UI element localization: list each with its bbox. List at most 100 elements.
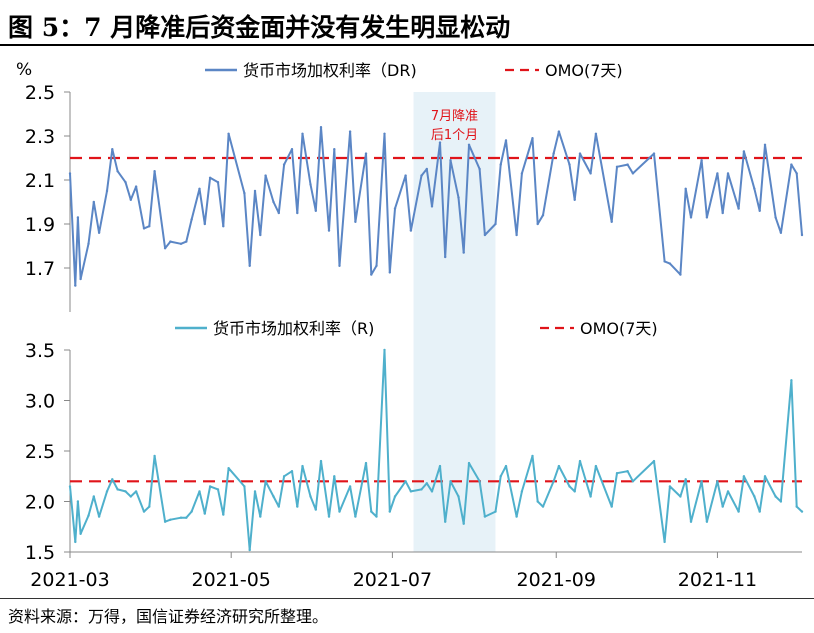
r-point <box>142 510 146 513</box>
r-point <box>277 505 280 508</box>
dr-point <box>536 222 539 226</box>
r-point <box>404 480 407 483</box>
r-point <box>227 467 230 470</box>
r-point <box>721 505 724 508</box>
r-point <box>74 540 77 544</box>
r-legend-label: 货币市场加权利率（R) <box>213 319 374 338</box>
dr-point <box>742 150 746 153</box>
r-point <box>668 485 672 488</box>
bottom-y-tick-label: 3.0 <box>25 391 55 413</box>
bottom-omo-legend-label: OMO(7天) <box>580 319 658 338</box>
r-point <box>758 510 761 513</box>
r-point <box>504 464 508 468</box>
r-point <box>716 480 719 483</box>
dr-point <box>499 163 502 166</box>
dr-point <box>494 222 497 226</box>
r-point <box>272 495 275 498</box>
dr-point <box>129 198 132 201</box>
dr-point <box>253 189 257 193</box>
dr-point <box>668 262 672 265</box>
r-point <box>742 475 746 478</box>
r-point <box>610 505 613 508</box>
r-point <box>370 510 373 513</box>
r-point <box>327 515 331 518</box>
r-point <box>208 485 212 488</box>
top-y-tick-label: 1.9 <box>25 214 55 236</box>
r-point <box>800 510 804 513</box>
dr-point <box>684 187 687 190</box>
dr-point <box>444 255 447 259</box>
r-point <box>338 510 341 513</box>
r-point <box>536 500 539 503</box>
dr-point <box>737 207 740 210</box>
r-point <box>615 472 619 475</box>
r-point <box>420 488 423 491</box>
r-point <box>531 454 534 458</box>
r-point <box>589 495 592 498</box>
r-point <box>243 485 246 488</box>
r-point <box>737 510 740 513</box>
dr-point <box>203 222 206 226</box>
dr-point <box>467 143 471 146</box>
dr-point <box>478 167 481 171</box>
dr-point <box>116 170 119 173</box>
r-point <box>467 461 471 465</box>
r-point <box>111 478 114 481</box>
dr-point <box>790 163 793 166</box>
dr-point <box>111 148 114 151</box>
r-point <box>319 459 323 463</box>
dr-point <box>552 152 555 155</box>
dr-point <box>134 185 138 188</box>
dr-point <box>774 216 777 219</box>
r-point <box>388 510 391 513</box>
dr-point <box>314 209 317 212</box>
r-point <box>449 480 452 483</box>
r-point <box>438 464 442 468</box>
r-point <box>68 485 72 488</box>
dr-point <box>97 231 101 234</box>
dr-point <box>430 205 434 208</box>
r-point <box>216 488 220 491</box>
dr-point <box>309 183 312 186</box>
top-y-tick-label: 2.5 <box>25 82 55 104</box>
dr-point <box>124 181 127 184</box>
dr-point <box>87 242 90 245</box>
x-tick-label: 2021-09 <box>517 569 596 591</box>
r-point <box>264 480 267 483</box>
x-tick-label: 2021-05 <box>192 569 271 591</box>
dr-point <box>689 216 693 219</box>
dr-point <box>779 231 783 234</box>
r-point <box>578 459 582 463</box>
highlight-band-bottom <box>413 312 496 552</box>
r-point <box>153 454 156 458</box>
x-tick-label: 2021-11 <box>678 569 757 591</box>
r-point <box>169 518 172 521</box>
dr-point <box>663 260 666 263</box>
r-point <box>652 459 656 463</box>
r-point <box>354 515 357 518</box>
r-point <box>478 480 481 483</box>
bottom-y-tick-label: 1.5 <box>25 542 55 564</box>
dr-point <box>105 189 109 193</box>
dr-point <box>457 196 460 199</box>
dr-point <box>531 137 534 140</box>
top-y-tick-label: 1.7 <box>25 258 55 280</box>
r-point <box>462 522 465 525</box>
dr-point <box>185 240 188 243</box>
r-point <box>726 490 730 493</box>
dr-point <box>420 174 423 177</box>
r-point <box>425 482 428 485</box>
r-point <box>626 470 629 473</box>
r-point <box>483 515 487 518</box>
dr-point <box>301 132 304 135</box>
r-point <box>557 464 561 468</box>
r-point <box>444 520 447 523</box>
r-point <box>296 505 299 508</box>
dr-point <box>333 148 336 151</box>
r-point <box>515 515 518 518</box>
dr-point <box>259 233 262 237</box>
r-point <box>116 488 119 491</box>
dr-point <box>652 152 656 155</box>
dr-point <box>568 163 571 166</box>
